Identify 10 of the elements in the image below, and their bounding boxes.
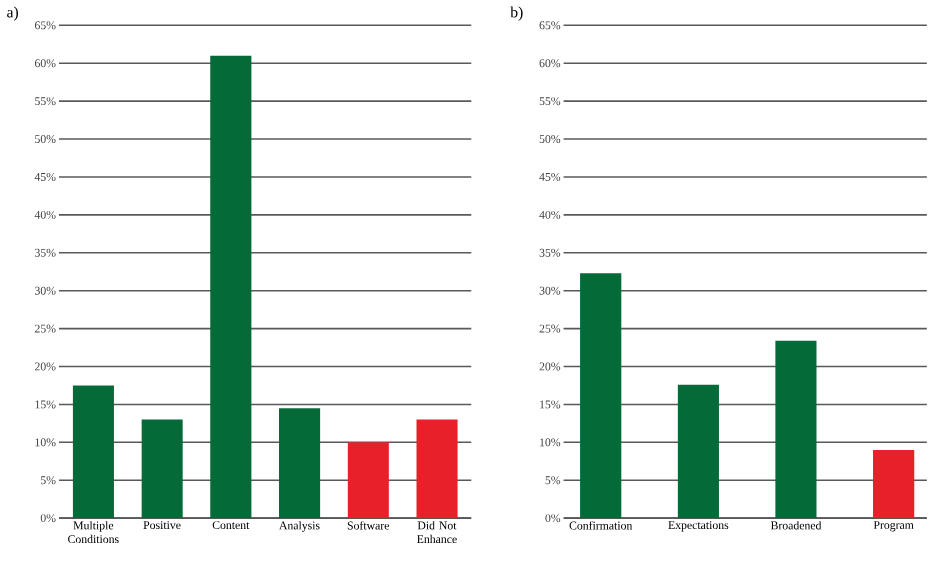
bar [580,273,622,519]
bar [210,56,252,519]
bar [873,450,915,519]
bar [141,419,183,519]
bar [347,442,389,519]
bar [72,385,114,519]
bar [278,408,321,519]
bar [677,385,719,519]
bar [416,419,458,519]
bar [775,341,817,519]
